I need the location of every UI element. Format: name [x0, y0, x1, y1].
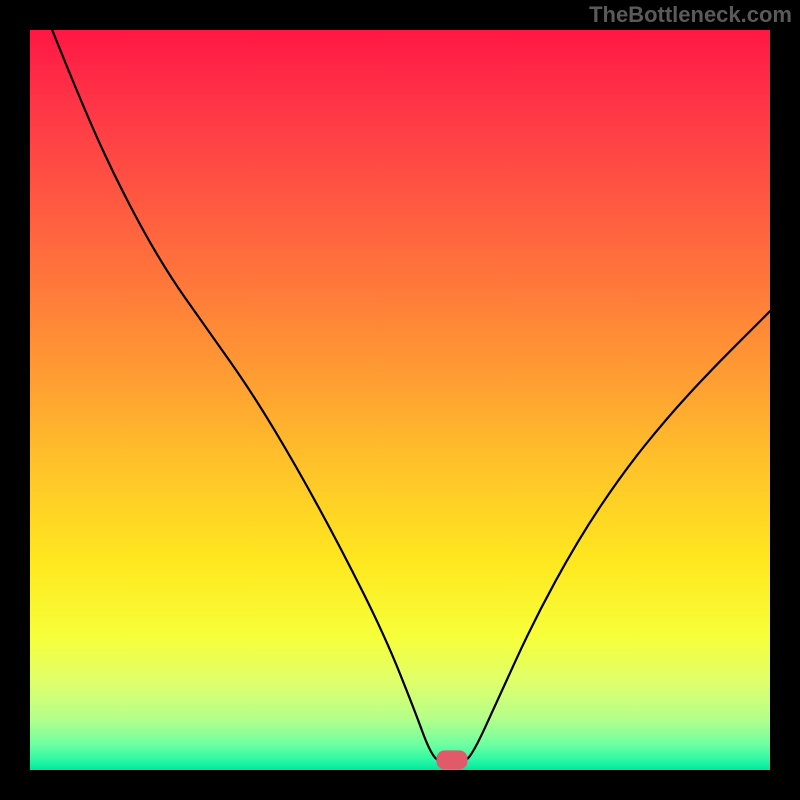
bottleneck-curve	[30, 30, 770, 770]
optimal-marker	[436, 750, 467, 769]
chart-canvas: TheBottleneck.com	[0, 0, 800, 800]
watermark-text: TheBottleneck.com	[589, 2, 792, 28]
plot-area	[30, 30, 770, 770]
